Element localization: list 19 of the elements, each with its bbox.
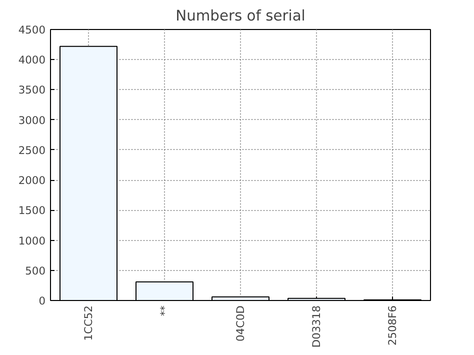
y-tick-label: 4000 xyxy=(18,54,46,67)
y-tick-label: 2000 xyxy=(18,174,46,188)
bar xyxy=(60,46,118,301)
y-tick-label: 1500 xyxy=(18,204,46,218)
y-tick-label: 2500 xyxy=(18,144,46,157)
x-tick-label: ** xyxy=(158,304,171,316)
y-tick-label: 0 xyxy=(38,294,46,308)
y-tick-label: 3500 xyxy=(18,84,46,97)
chart-title: Numbers of serial xyxy=(176,8,306,24)
y-tick-label: 4500 xyxy=(18,24,46,36)
bar xyxy=(136,281,194,301)
bar xyxy=(212,296,270,301)
y-tick-label: 500 xyxy=(25,264,46,278)
x-tick-label: 04C0D xyxy=(234,305,247,342)
x-tick-label: 1CC52 xyxy=(82,305,95,341)
y-tick-label: 1000 xyxy=(18,234,46,248)
x-tick-label: 2508F6 xyxy=(386,305,399,346)
x-tick-label: D03318 xyxy=(310,305,323,348)
y-tick-label: 3000 xyxy=(18,114,46,127)
